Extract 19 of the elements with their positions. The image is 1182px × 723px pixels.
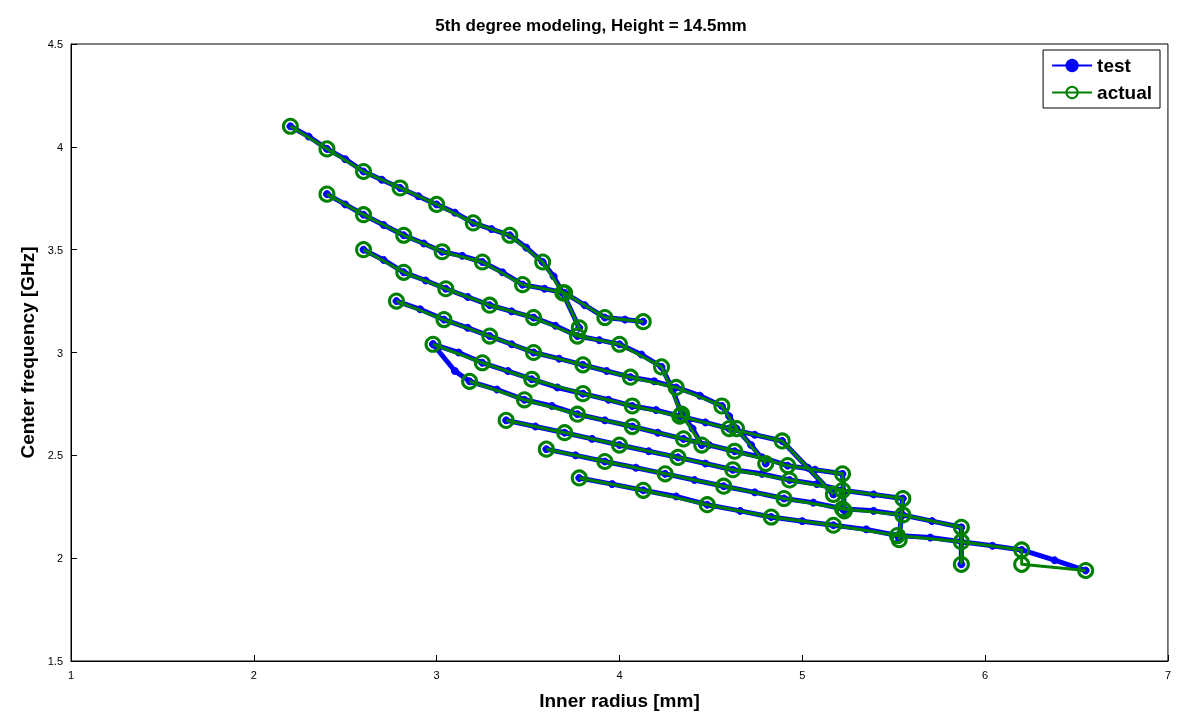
y-tick-label: 2.5 [47,449,63,462]
x-tick-label: 3 [433,668,440,681]
y-tick-label: 1.5 [47,655,63,667]
chart-title: 5th degree modeling, Height = 14.5mm [435,16,747,35]
y-tick-label: 4 [56,140,63,153]
y-tick-label: 2 [56,552,63,565]
y-axis-title: Center frequency [GHz] [16,246,38,459]
y-tick-label: 3.5 [47,243,63,256]
x-tick-label: 7 [1164,668,1171,681]
x-axis-title: Inner radius [mm] [539,690,700,711]
x-tick-label: 4 [616,668,623,681]
x-tick-label: 1 [67,668,75,681]
x-tick-label: 2 [250,668,257,681]
x-tick-label: 5 [799,668,806,681]
y-tick-label: 4.5 [47,38,63,50]
x-tick-label: 6 [982,668,989,681]
legend-label: test [1097,55,1132,76]
legend-label: actual [1097,82,1153,103]
y-tick-label: 3 [56,346,63,359]
